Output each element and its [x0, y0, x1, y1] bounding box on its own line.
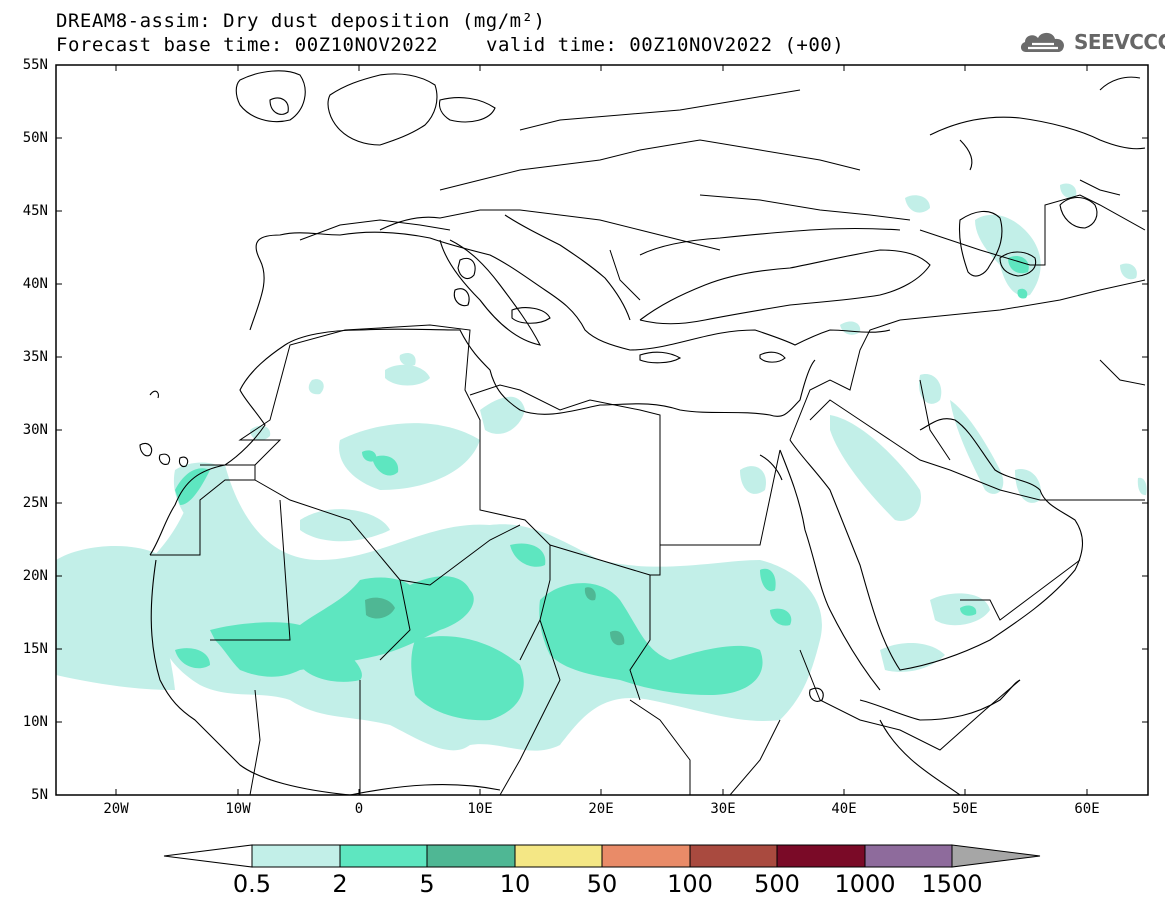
- seevccc-logo: SEEVCCC: [1018, 28, 1165, 56]
- colorbar-under-triangle: [163, 844, 253, 868]
- colorbar-box-2: [426, 844, 516, 868]
- lat-ticks: [56, 64, 1148, 796]
- colorbar-label-1000: 1000: [834, 870, 896, 898]
- lon-label-10e: 10E: [467, 801, 493, 817]
- lat-label-55n: 55N: [22, 57, 48, 73]
- lon-label-40e: 40E: [831, 801, 857, 817]
- lat-label-45n: 45N: [22, 203, 48, 219]
- cloud-logo-icon: [1020, 32, 1065, 52]
- colorbar-box-3: [514, 844, 603, 868]
- lon-label-30e: 30E: [710, 801, 736, 817]
- colorbar-label-500: 500: [754, 870, 800, 898]
- title-line-2: Forecast base time: 00Z10NOV2022: [56, 34, 439, 56]
- lat-label-50n: 50N: [22, 130, 48, 146]
- colorbar-label-2: 2: [332, 870, 348, 898]
- colorbar-label-5: 5: [419, 870, 435, 898]
- lon-label-50e: 50E: [952, 801, 978, 817]
- title-line-1: DREAM8-assim: Dry dust deposition (mg/m²…: [56, 10, 546, 32]
- lat-label-40n: 40N: [22, 276, 48, 292]
- valid-time: valid time: 00Z10NOV2022 (+00): [486, 34, 845, 56]
- lat-label-10n: 10N: [22, 714, 48, 730]
- colorbar-box-7: [864, 844, 953, 868]
- logo-text: SEEVCCC: [1074, 30, 1165, 54]
- colorbar-box-5: [689, 844, 778, 868]
- lat-label-15n: 15N: [22, 641, 48, 657]
- lat-label-30n: 30N: [22, 422, 48, 438]
- colorbar-label-1500: 1500: [921, 870, 983, 898]
- colorbar-label-100: 100: [667, 870, 713, 898]
- colorbar-box-0: [251, 844, 341, 868]
- lon-ticks: [115, 65, 1088, 795]
- lon-label-0: 0: [354, 801, 364, 817]
- lat-label-25n: 25N: [22, 495, 48, 511]
- colorbar-over-triangle: [951, 844, 1041, 868]
- colorbar-box-4: [601, 844, 691, 868]
- dust-contour-level-2: [175, 255, 1029, 721]
- lat-label-35n: 35N: [22, 349, 48, 365]
- coastlines: [139, 70, 1146, 795]
- colorbar: [163, 844, 1041, 868]
- lat-label-20n: 20N: [22, 568, 48, 584]
- colorbar-label-0-5: 0.5: [232, 870, 272, 898]
- lon-label-20e: 20E: [588, 801, 614, 817]
- lon-label-10w: 10W: [225, 801, 251, 817]
- colorbar-label-10: 10: [499, 870, 531, 898]
- colorbar-box-1: [339, 844, 428, 868]
- colorbar-label-50: 50: [586, 870, 618, 898]
- lat-label-5n: 5N: [31, 787, 48, 803]
- lon-label-20w: 20W: [103, 801, 129, 817]
- lon-label-60e: 60E: [1074, 801, 1100, 817]
- colorbar-box-6: [776, 844, 866, 868]
- dust-contour-level-5: [365, 587, 625, 646]
